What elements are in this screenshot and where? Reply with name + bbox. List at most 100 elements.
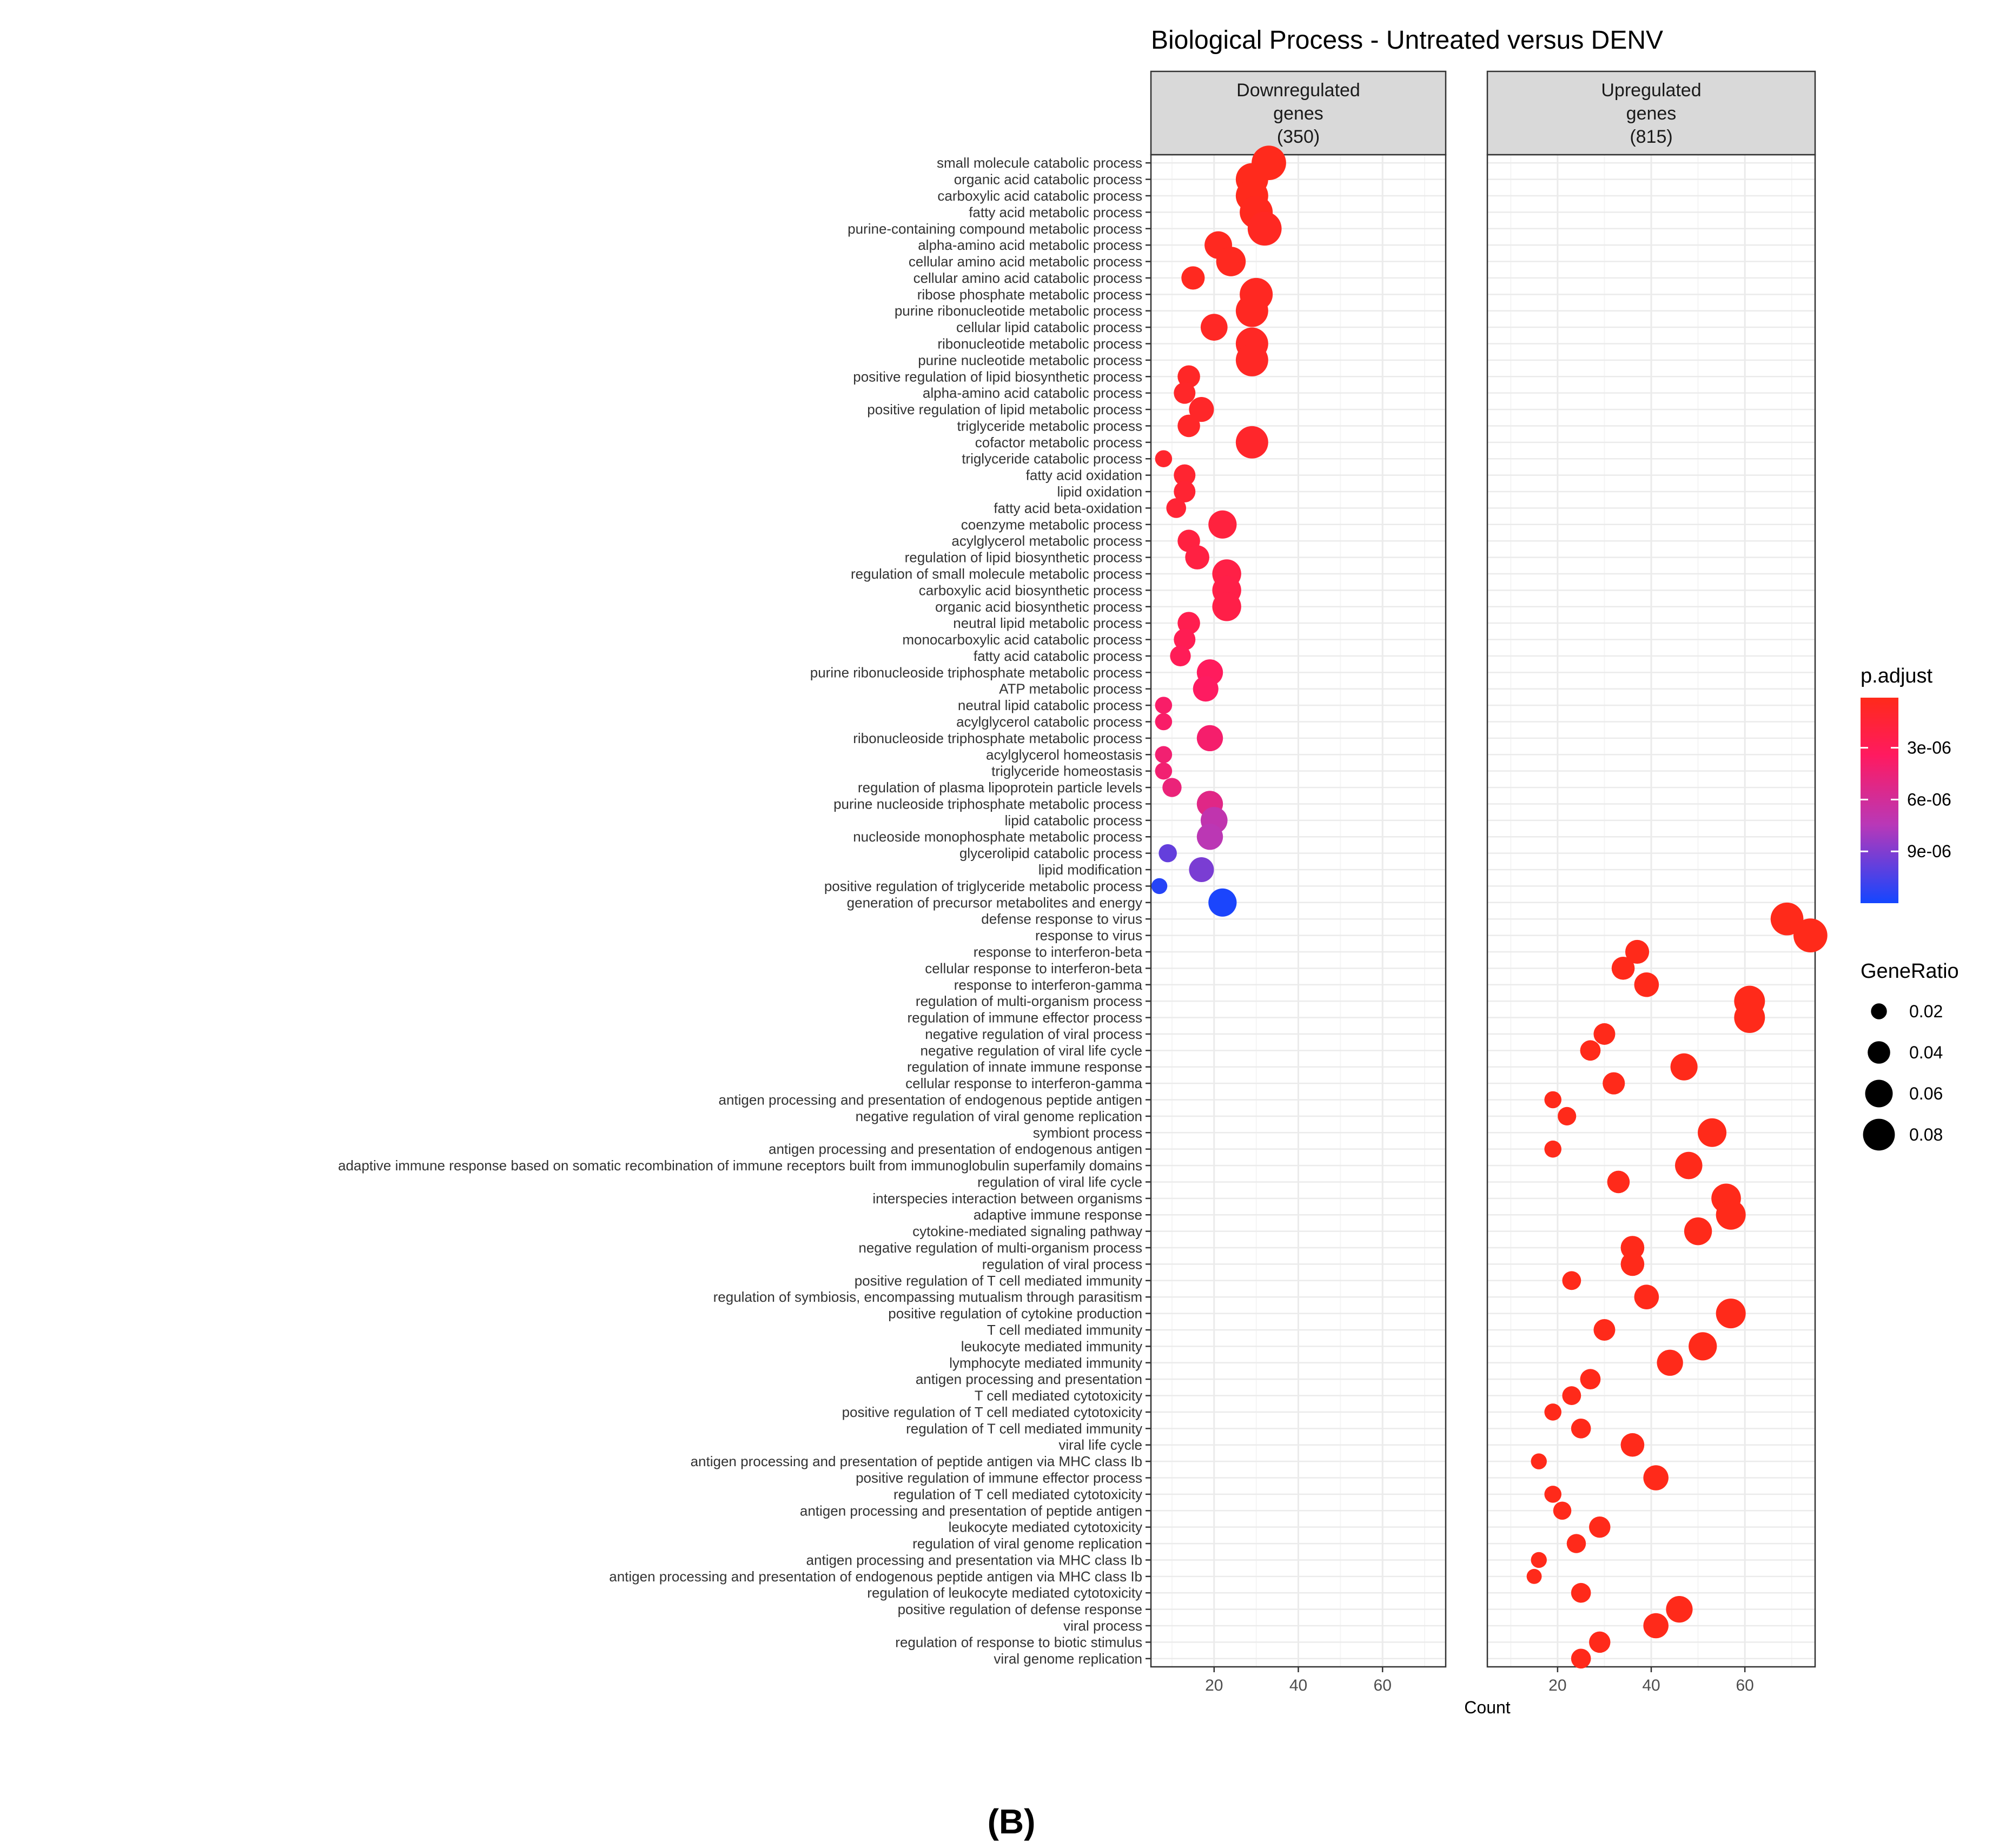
size-legend-label: 0.08 [1909, 1125, 1943, 1144]
y-tick-label: positive regulation of lipid metabolic p… [867, 401, 1142, 418]
data-point [1189, 397, 1214, 422]
data-point [1196, 824, 1223, 850]
y-tick-label: acylglycerol metabolic process [951, 533, 1142, 549]
chart-title: Biological Process - Untreated versus DE… [1151, 26, 1663, 55]
data-point [1185, 545, 1209, 569]
y-tick-label: alpha-amino acid metabolic process [918, 237, 1142, 253]
data-point [1657, 1349, 1683, 1376]
data-point [1580, 1040, 1601, 1061]
data-point [1716, 1299, 1746, 1329]
x-tick-label: 60 [1736, 1677, 1753, 1694]
y-tick-label: antigen processing and presentation of e… [718, 1092, 1142, 1108]
x-axis: 20 40 60 20 40 60 [1205, 1667, 1754, 1694]
y-tick-label: regulation of viral genome replication [912, 1535, 1142, 1552]
y-tick-label: glycerolipid catabolic process [959, 845, 1142, 862]
y-tick-label: purine nucleotide metabolic process [918, 352, 1142, 368]
data-point [1196, 725, 1223, 752]
x-tick-label: 20 [1548, 1677, 1566, 1694]
data-point [1531, 1453, 1547, 1469]
y-tick-label: antigen processing and presentation of p… [691, 1453, 1142, 1469]
data-point [1208, 888, 1237, 917]
y-tick-label: T cell mediated cytotoxicity [975, 1388, 1142, 1404]
data-point [1770, 902, 1804, 936]
y-tick-label: lipid oxidation [1057, 483, 1142, 500]
data-point [1174, 481, 1196, 503]
y-tick-label: negative regulation of viral process [925, 1026, 1142, 1042]
x-tick-label: 40 [1289, 1677, 1307, 1694]
y-tick-label: T cell mediated immunity [987, 1322, 1142, 1338]
data-point [1544, 1091, 1561, 1109]
data-point [1716, 1200, 1746, 1230]
y-tick-label: positive regulation of lipid biosyntheti… [853, 368, 1142, 385]
data-point [1177, 365, 1200, 388]
y-tick-label: negative regulation of viral genome repl… [856, 1108, 1142, 1124]
y-tick-label: regulation of multi-organism process [916, 993, 1142, 1009]
size-legend-label: 0.02 [1909, 1002, 1943, 1021]
data-point [1155, 713, 1173, 731]
data-point [1189, 857, 1214, 883]
y-tick-label: cytokine-mediated signaling pathway [912, 1223, 1142, 1240]
y-tick-label: regulation of T cell mediated immunity [906, 1420, 1142, 1436]
y-tick-label: purine-containing compound metabolic pro… [848, 221, 1142, 237]
y-tick-label: fatty acid metabolic process [969, 204, 1142, 220]
y-tick-label: positive regulation of triglyceride meta… [824, 878, 1142, 894]
data-point [1235, 426, 1268, 459]
data-point [1625, 939, 1650, 964]
y-tick-label: ATP metabolic process [999, 681, 1142, 697]
data-point [1670, 1053, 1698, 1081]
size-legend-key [1871, 1003, 1887, 1019]
y-tick-label: alpha-amino acid catabolic process [923, 385, 1142, 401]
y-tick-label: triglyceride metabolic process [957, 418, 1142, 434]
y-tick-label: cellular amino acid metabolic process [909, 254, 1142, 270]
y-tick-label: cellular lipid catabolic process [956, 319, 1142, 335]
y-tick-label: triglyceride homeostasis [991, 763, 1142, 779]
y-tick-label: purine nucleoside triphosphate metabolic… [833, 796, 1142, 812]
y-tick-label: regulation of lipid biosynthetic process [905, 549, 1142, 566]
data-point [1181, 266, 1205, 290]
color-legend-title: p.adjust [1861, 665, 1933, 687]
data-point [1666, 1596, 1693, 1623]
y-tick-label: nucleoside monophosphate metabolic proce… [853, 829, 1142, 845]
y-tick-label: antigen processing and presentation of p… [800, 1502, 1142, 1519]
color-legend: p.adjust 3e-06 6e-06 9e-06 [1861, 665, 1951, 903]
data-point [1544, 1486, 1561, 1503]
y-tick-label: triglyceride catabolic process [962, 451, 1142, 467]
y-tick-label: negative regulation of multi-organism pr… [858, 1240, 1142, 1256]
data-point [1607, 1170, 1630, 1194]
data-point [1734, 1002, 1765, 1034]
y-tick-label: neutral lipid metabolic process [953, 615, 1142, 631]
y-tick-label: leukocyte mediated immunity [961, 1338, 1142, 1354]
y-tick-label: viral process [1063, 1618, 1142, 1634]
y-tick-label: antigen processing and presentation of e… [769, 1141, 1142, 1157]
y-tick-label: viral genome replication [994, 1651, 1142, 1667]
data-point [1235, 294, 1268, 327]
y-tick-label: monocarboxylic acid catabolic process [902, 632, 1142, 648]
data-point [1247, 211, 1282, 246]
y-tick-label: regulation of response to biotic stimulu… [895, 1634, 1142, 1650]
data-point [1684, 1217, 1712, 1246]
y-tick-label: fatty acid catabolic process [974, 648, 1142, 664]
x-tick-label: 40 [1642, 1677, 1660, 1694]
data-point [1634, 1284, 1659, 1309]
data-point [1689, 1332, 1717, 1361]
y-tick-label: positive regulation of T cell mediated i… [855, 1273, 1142, 1289]
y-tick-label: regulation of symbiosis, encompassing mu… [713, 1289, 1142, 1305]
data-point [1643, 1465, 1669, 1491]
data-point [1589, 1516, 1611, 1538]
y-tick-label: cellular amino acid catabolic process [914, 270, 1142, 286]
facet-strip-label: (815) [1630, 127, 1672, 147]
x-tick-label: 20 [1205, 1677, 1223, 1694]
y-tick-label: defense response to virus [981, 911, 1142, 927]
y-tick-label: ribonucleotide metabolic process [937, 336, 1142, 352]
y-tick-label: carboxylic acid biosynthetic process [919, 582, 1142, 598]
data-point [1177, 414, 1200, 438]
facet-strip-label: genes [1273, 103, 1323, 124]
data-point [1151, 878, 1168, 895]
data-point [1580, 1369, 1601, 1390]
y-tick-label: regulation of small molecule metabolic p… [851, 566, 1142, 582]
data-point [1544, 1140, 1561, 1158]
y-tick-label: acylglycerol catabolic process [956, 714, 1142, 730]
y-tick-label: ribonucleoside triphosphate metabolic pr… [853, 730, 1142, 746]
y-tick-label: leukocyte mediated cytotoxicity [949, 1519, 1142, 1535]
data-point [1159, 844, 1177, 863]
